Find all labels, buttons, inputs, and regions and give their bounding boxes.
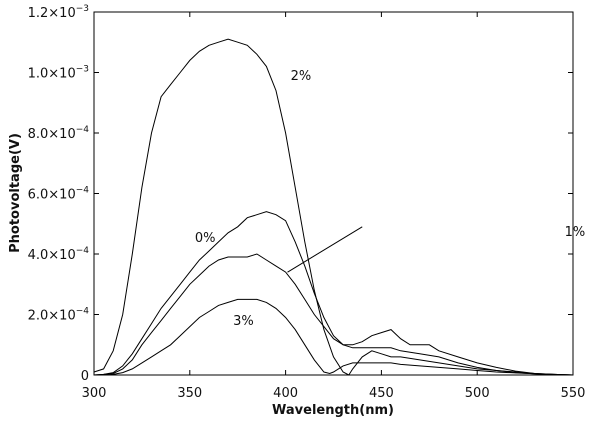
y-tick-label: 1.2×10−3 bbox=[28, 4, 89, 21]
series-annotation: 1% bbox=[565, 225, 586, 240]
y-tick-label: 0 bbox=[81, 369, 89, 384]
series-annotation: 2% bbox=[291, 69, 312, 84]
x-tick-label: 500 bbox=[465, 386, 490, 401]
series-line-1pct bbox=[93, 253, 574, 376]
y-tick-label: 1.0×10−3 bbox=[28, 65, 89, 82]
x-tick-label: 550 bbox=[561, 386, 586, 401]
x-tick-label: 300 bbox=[82, 386, 107, 401]
y-tick-label: 2.0×10−4 bbox=[28, 307, 90, 324]
y-tick-label: 8.0×10−4 bbox=[28, 125, 90, 142]
series-line-2pct bbox=[93, 38, 574, 376]
y-tick-label: 4.0×10−4 bbox=[28, 246, 90, 263]
series-line-3pct bbox=[94, 298, 574, 376]
x-axis-ticks: 300 350 400 450 500 550 bbox=[82, 12, 586, 401]
x-tick-label: 350 bbox=[177, 386, 202, 401]
series-line-0pct bbox=[93, 211, 574, 376]
x-tick-label: 400 bbox=[273, 386, 298, 401]
leader-line-1pct bbox=[287, 226, 363, 273]
series-annotation: 0% bbox=[195, 231, 216, 246]
y-axis-label: Photovoltage(V) bbox=[8, 133, 23, 253]
y-axis-ticks: 0 2.0×10−4 4.0×10−4 6.0×10−4 8.0×10−4 1.0×10−… bbox=[28, 4, 573, 384]
series-annotation: 3% bbox=[233, 314, 254, 329]
plot-frame bbox=[93, 11, 574, 376]
series-lines bbox=[93, 38, 574, 376]
y-tick-label: 6.0×10−4 bbox=[28, 186, 90, 203]
x-tick-label: 450 bbox=[369, 386, 394, 401]
x-axis-label: Wavelength(nm) bbox=[272, 403, 394, 418]
annotations: 2% 0% 1% 3% bbox=[195, 69, 585, 329]
